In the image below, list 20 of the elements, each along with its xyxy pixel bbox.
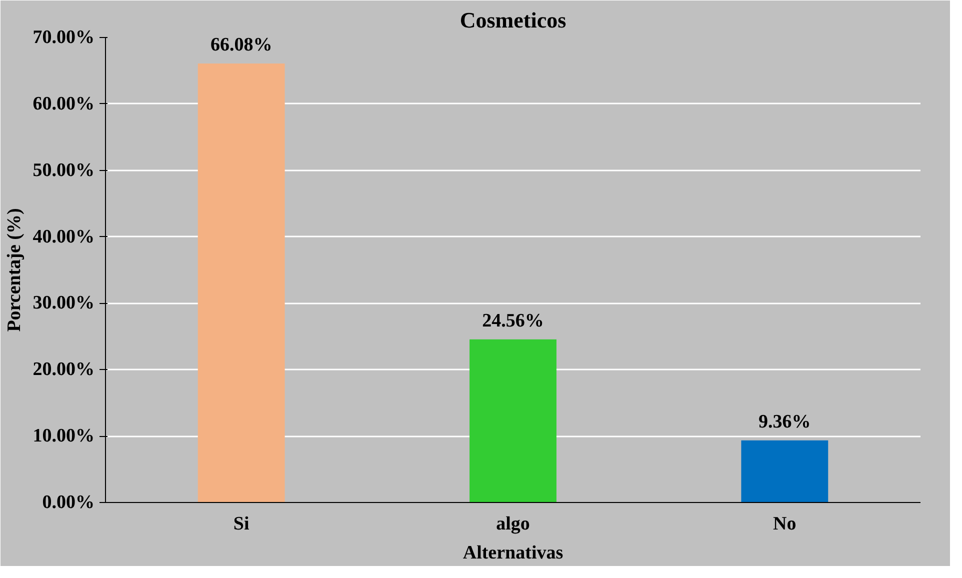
- x-tick-label: Si: [233, 514, 250, 534]
- bar: [198, 64, 285, 502]
- bar: [741, 440, 828, 502]
- data-label: 24.56%: [482, 310, 544, 332]
- y-tick-label: 10.00%: [32, 426, 94, 447]
- y-tick-label: 60.00%: [32, 93, 94, 114]
- chart-title: Cosmeticos: [460, 8, 567, 32]
- y-tick-label: 40.00%: [32, 226, 94, 248]
- x-tick-label: No: [773, 514, 796, 534]
- y-tick-label: 0.00%: [42, 492, 94, 513]
- x-tick-label: algo: [496, 514, 530, 534]
- y-tick-label: 20.00%: [32, 359, 94, 380]
- y-tick-label: 50.00%: [32, 160, 94, 181]
- data-label: 66.08%: [210, 34, 272, 56]
- y-tick-label: 70.00%: [32, 27, 94, 48]
- bar: [470, 339, 556, 502]
- y-axis-title: Porcentaje (%): [4, 208, 25, 332]
- y-tick-label: 30.00%: [32, 292, 94, 314]
- x-axis-title: Alternativas: [462, 542, 564, 564]
- data-label: 9.36%: [758, 411, 811, 432]
